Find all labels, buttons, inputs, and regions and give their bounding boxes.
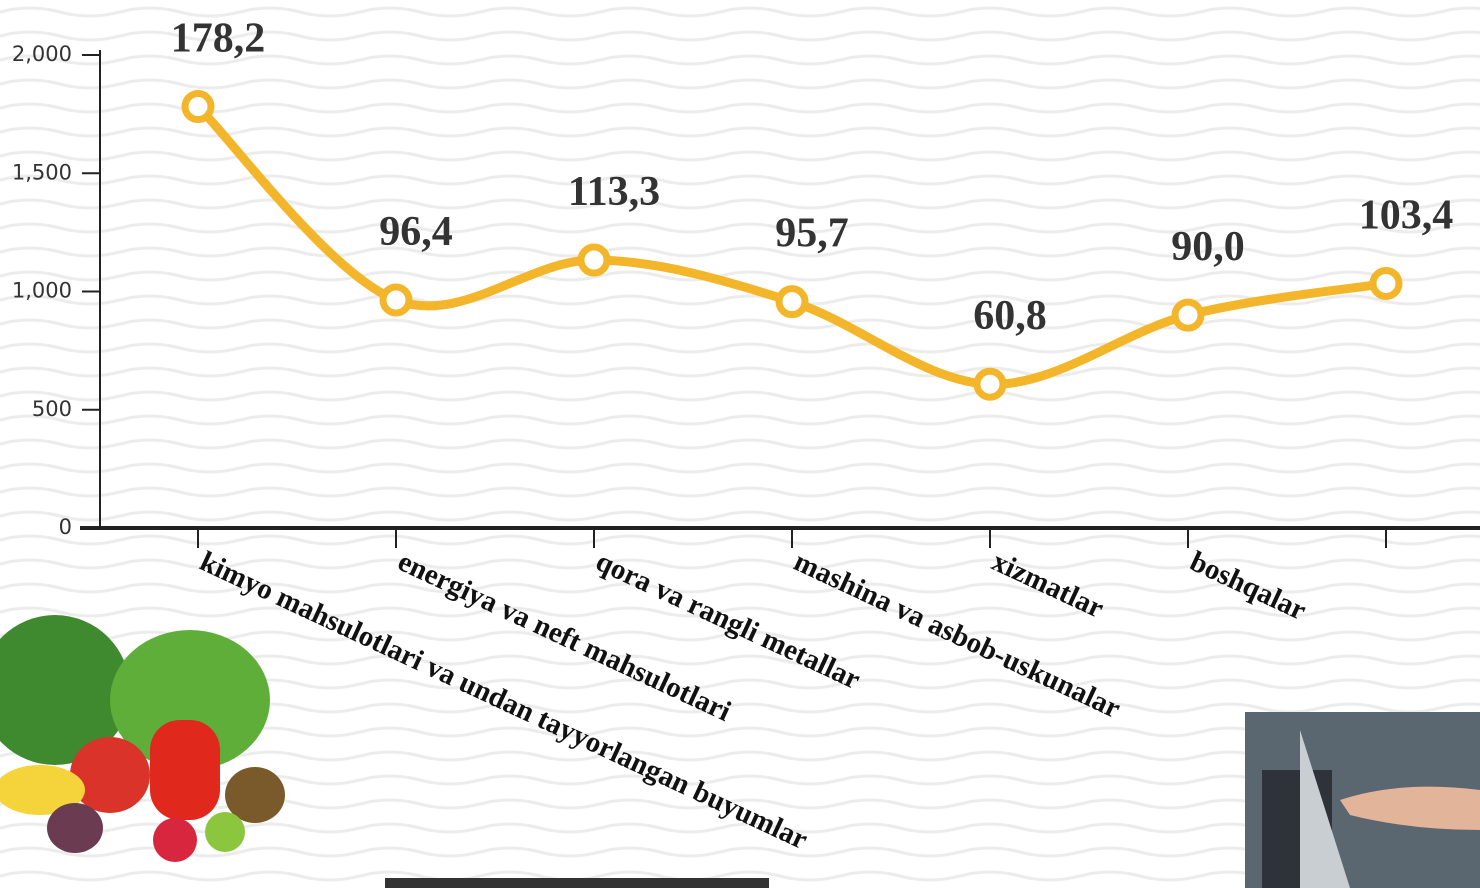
point [973, 367, 1007, 401]
point [1369, 266, 1403, 300]
data-label: 96,4 [379, 209, 453, 255]
y-tick-label: 1,500 [12, 160, 72, 184]
point [577, 243, 611, 277]
data-label: 95,7 [775, 211, 849, 257]
data-label: 113,3 [568, 169, 660, 215]
data-label: 178,2 [171, 16, 266, 62]
point [379, 283, 413, 317]
y-tick-label: 2,000 [12, 42, 72, 66]
point [1171, 298, 1205, 332]
data-label: 103,4 [1359, 192, 1454, 238]
point [775, 285, 809, 319]
y-tick-label: 500 [32, 397, 72, 421]
decor-vegetables [0, 615, 285, 862]
decor-photo [1245, 712, 1480, 888]
y-tick-label: 1,000 [12, 279, 72, 303]
point [181, 90, 215, 124]
decor-photo [385, 878, 769, 888]
data-label: 60,8 [973, 293, 1047, 339]
y-tick-label: 0 [59, 515, 72, 539]
data-label: 90,0 [1171, 224, 1245, 270]
